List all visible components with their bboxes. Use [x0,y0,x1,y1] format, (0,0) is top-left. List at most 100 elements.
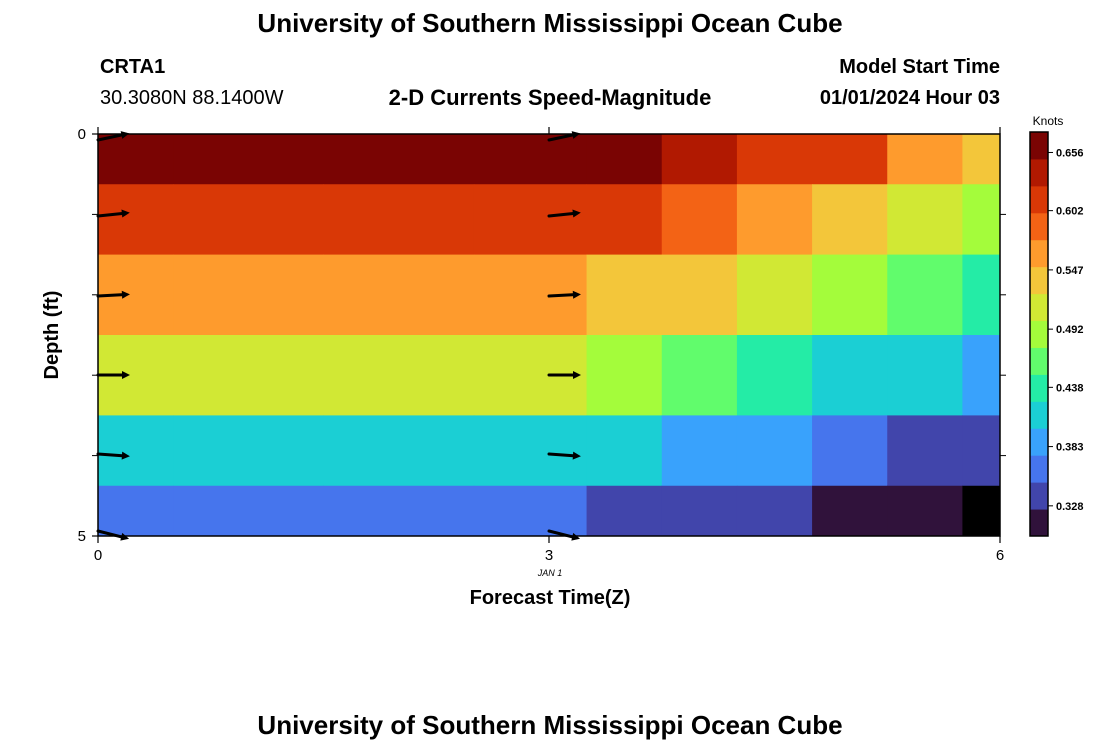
heatmap-cell [173,335,324,416]
heatmap-cell [661,184,738,256]
heatmap-cell [173,485,324,537]
heatmap-cell [887,254,963,336]
heatmap-cell [173,415,324,487]
heatmap-cell [661,254,738,336]
colorbar-label: Knots [1033,114,1064,128]
current-arrow [96,209,130,218]
colorbar-segment [1030,266,1048,295]
heatmap-cell [173,134,324,185]
heatmap-cell [812,254,888,336]
y-axis: 05 [78,126,1006,545]
heatmap-cell [323,485,475,537]
heatmap-cell [98,485,174,537]
colorbar-segment [1030,455,1048,483]
colorbar-tick-label: 0.492 [1056,324,1084,336]
current-arrow [547,290,581,299]
heatmap-cell [962,415,1001,487]
heatmap-cell [887,485,963,537]
heatmap-cell [736,485,813,537]
current-arrow [547,209,581,218]
heatmap-cell [586,184,663,256]
heatmap-cell [323,184,475,256]
heatmap-cell [962,254,1001,336]
heatmap-cell [736,335,813,416]
heatmap-cell [586,134,663,185]
colorbar-segment [1030,347,1048,375]
heatmap-cell [173,184,324,256]
heatmap-cell [812,335,888,416]
heatmap-cell [736,254,813,336]
colorbar-tick-label: 0.547 [1056,265,1084,277]
colorbar-segment [1030,293,1048,322]
heatmap-cell [661,485,738,537]
x-date-sublabel: JAN 1 [537,568,563,578]
heatmap-cell [473,184,588,256]
heatmap-cell [887,184,963,256]
colorbar-tick-label: 0.602 [1056,206,1084,218]
colorbar-segment [1030,401,1048,429]
heatmap-cell [586,335,663,416]
heatmap-cell [586,485,663,537]
heatmap-cell [323,415,475,487]
station-coords: 30.3080N 88.1400W [100,87,284,109]
colorbar-segment [1030,158,1048,187]
heatmap-cell [98,184,174,256]
heatmap-cell [473,485,588,537]
heatmap-cell [473,415,588,487]
x-tick-label: 6 [996,547,1004,564]
heatmap-cell [962,134,1001,185]
heatmap-cell [962,485,1001,537]
current-arrow [96,131,130,142]
current-arrow [96,451,130,460]
heatmap-cell [661,335,738,416]
colorbar-segment [1030,482,1048,510]
heatmap-cell [661,134,738,185]
x-axis: 0 3 6 [94,127,1004,564]
heatmap-cell [473,134,588,185]
colorbar-segment [1030,509,1048,537]
heatmap-cell [586,415,663,487]
y-tick-label: 0 [78,126,86,143]
heatmap-cell [812,184,888,256]
heatmap-cell [98,134,174,185]
heatmap-cell [323,134,475,185]
current-arrow [96,371,130,379]
heatmap-cell [736,134,813,185]
y-tick-label: 5 [78,528,86,545]
heatmap-cells [98,134,1001,537]
current-arrow [96,290,130,299]
heatmap-cell [736,415,813,487]
colorbar-tick-label: 0.656 [1056,147,1084,159]
model-start-value: 01/01/2024 Hour 03 [819,87,1000,109]
current-arrow [547,451,581,460]
colorbar-segment [1030,212,1048,241]
x-tick-label: 3 [545,547,553,564]
heatmap-cell [173,254,324,336]
colorbar-segment [1030,185,1048,214]
heatmap-cell [962,335,1001,416]
x-tick-label: 0 [94,547,102,564]
heatmap-cell [887,335,963,416]
heatmap-cell [323,335,475,416]
heatmap-cell [812,134,888,185]
heatmap-cell [812,485,888,537]
heatmap-cell [98,415,174,487]
heatmap-cell [736,184,813,256]
x-axis-label: Forecast Time(Z) [470,587,631,609]
heatmap-cell [323,254,475,336]
colorbar-segment [1030,132,1048,160]
colorbar-tick-label: 0.383 [1056,442,1084,454]
current-arrow [547,131,581,142]
heatmap-cell [887,134,963,185]
colorbar-segment [1030,320,1048,348]
colorbar-segment [1030,374,1048,402]
current-arrows [96,131,581,541]
heatmap-cell [887,415,963,487]
page-title: University of Southern Mississippi Ocean… [257,8,843,38]
colorbar-tick-label: 0.438 [1056,382,1084,394]
colorbar-segment [1030,239,1048,268]
heatmap-cell [586,254,663,336]
chart-subtitle: 2-D Currents Speed-Magnitude [388,85,712,110]
heatmap-cell [661,415,738,487]
